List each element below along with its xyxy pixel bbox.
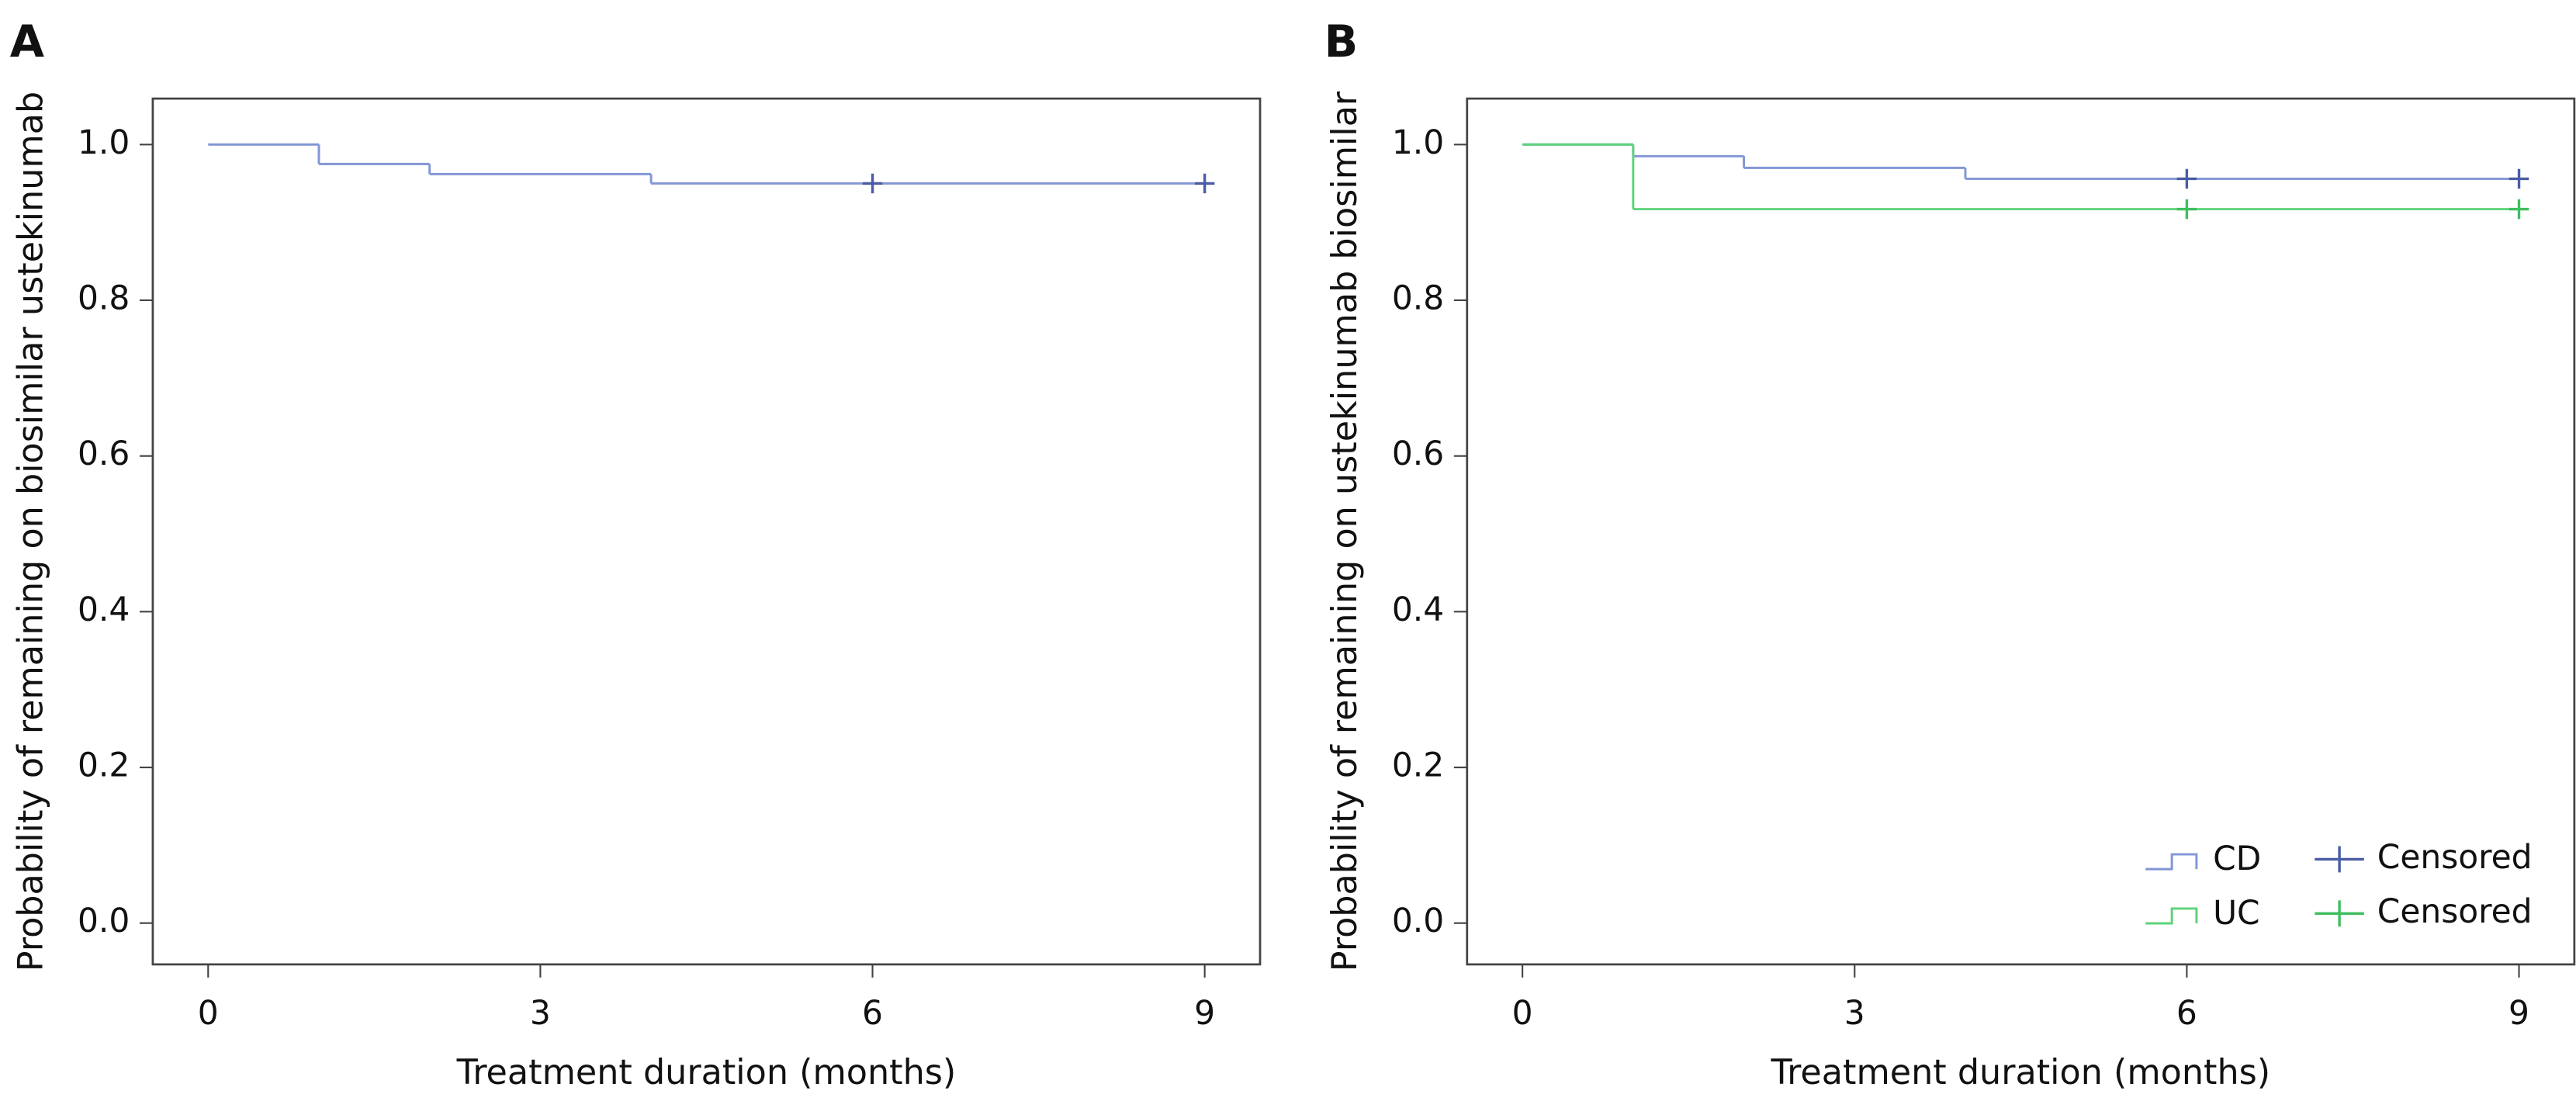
legend-symbol [2145,853,2198,871]
x-tick-label: 6 [862,994,883,1032]
x-tick-label: 9 [1194,994,1215,1032]
x-tick-label: 0 [198,994,219,1032]
censor-mark [2508,199,2529,220]
x-axis-title: Treatment duration (months) [456,1053,957,1092]
y-tick-label: 0.2 [78,746,130,784]
y-tick-label: 0.4 [1392,590,1444,628]
x-axis-title: Treatment duration (months) [1771,1053,2271,1092]
y-tick-label: 1.0 [1392,123,1444,161]
plot-frame [151,97,1262,966]
y-axis-title: Probability of remaining on biosimilar u… [11,92,50,971]
y-tick-label: 0.8 [78,279,130,317]
censor-mark [2508,168,2529,189]
y-tick-label: 0.2 [1392,746,1444,784]
x-tick-label: 6 [2176,994,2197,1032]
censor-mark [2176,168,2197,189]
legend-label: Censored [2377,838,2533,876]
legend-symbol [2145,907,2198,925]
panel-label: A [10,16,44,68]
x-tick-label: 0 [1512,994,1533,1032]
legend-label: UC [2213,894,2260,932]
legend-symbol [2315,900,2364,927]
y-tick-label: 0.0 [78,902,130,940]
censor-mark [862,173,883,194]
censor-mark [2176,199,2197,220]
y-tick-label: 0.6 [78,435,130,473]
legend-label: Censored [2377,892,2533,930]
plot-frame [1466,97,2576,966]
y-axis-title: Probability of remaining on ustekinumab … [1325,91,1365,971]
censor-mark [1194,173,1215,194]
legend-label: CD [2213,840,2261,878]
y-tick-label: 0.4 [78,590,130,628]
legend-symbol [2315,846,2364,873]
x-tick-label: 3 [1844,994,1865,1032]
x-tick-label: 3 [530,994,551,1032]
y-tick-label: 0.8 [1392,279,1444,317]
y-tick-label: 0.0 [1392,902,1444,940]
x-tick-label: 9 [2508,994,2529,1032]
panel-label: B [1324,16,1359,68]
y-tick-label: 1.0 [78,123,130,161]
y-tick-label: 0.6 [1392,435,1444,473]
